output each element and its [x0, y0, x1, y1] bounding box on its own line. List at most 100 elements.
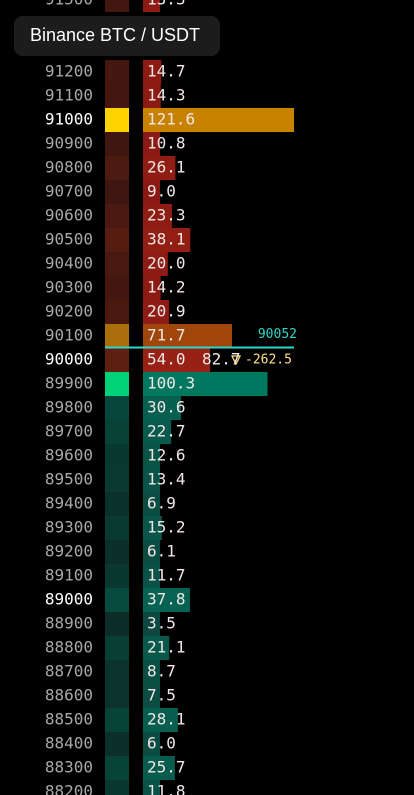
price-label: 89300: [45, 518, 93, 537]
ask-bar: [143, 276, 161, 300]
heat-cell: [105, 300, 129, 324]
heat-cell: [105, 612, 129, 636]
price-label: 91100: [45, 86, 93, 105]
size-label: 14.7: [147, 62, 186, 81]
heat-cell: [105, 324, 129, 348]
size-label: 25.7: [147, 758, 186, 777]
heat-cell: [105, 468, 129, 492]
bid-bar: [143, 756, 175, 780]
ask-bar: [143, 204, 172, 228]
price-label: 88500: [45, 710, 93, 729]
price-label: 90400: [45, 254, 93, 273]
size-label: 30.6: [147, 398, 186, 417]
ask-bar: [143, 60, 162, 84]
price-label: 90600: [45, 206, 93, 225]
heat-cell: [105, 204, 129, 228]
price-label: 88700: [45, 662, 93, 681]
bid-bar: [143, 660, 160, 684]
price-label: 89100: [45, 566, 93, 585]
price-label: 88300: [45, 758, 93, 777]
ask-bar: [143, 324, 233, 348]
ask-bar: [143, 132, 160, 156]
price-label: 90700: [45, 182, 93, 201]
bid-bar: [143, 612, 160, 636]
size-label: 38.1: [147, 230, 186, 249]
bid-bar: [143, 444, 160, 468]
size-label: 15.2: [147, 518, 186, 537]
price-label: 89800: [45, 398, 93, 417]
bid-bar: [143, 588, 190, 612]
size-label: 20.0: [147, 254, 186, 273]
price-label: 89600: [45, 446, 93, 465]
size-label: 23.3: [147, 206, 186, 225]
heat-cell: [105, 636, 129, 660]
size-label: 6.0: [147, 734, 176, 753]
size-label: 21.1: [147, 638, 186, 657]
heat-cell: [105, 660, 129, 684]
price-label: 89200: [45, 542, 93, 561]
ask-bar: [143, 84, 161, 108]
heat-cell: [105, 444, 129, 468]
bid-bar: [143, 396, 181, 420]
size-label: 14.3: [147, 86, 186, 105]
heat-cell: [105, 348, 129, 372]
size-label: 12.6: [147, 446, 186, 465]
price-label: 90200: [45, 302, 93, 321]
ask-bar: [143, 228, 191, 252]
price-label: 88400: [45, 734, 93, 753]
title-badge: Binance BTC / USDT: [14, 16, 220, 56]
ask-bar: [143, 156, 176, 180]
current-size: 82.7: [202, 350, 241, 369]
bid-bar: [143, 420, 172, 444]
bid-bar: [143, 540, 160, 564]
price-label: 90500: [45, 230, 93, 249]
price-label: 90300: [45, 278, 93, 297]
price-label: 89500: [45, 470, 93, 489]
ask-bar: [143, 348, 211, 372]
ask-bar: [143, 300, 169, 324]
bid-bar: [143, 636, 170, 660]
size-label: 8.7: [147, 662, 176, 681]
ask-bar: [143, 0, 160, 12]
size-label: 20.9: [147, 302, 186, 321]
heat-cell: [105, 540, 129, 564]
bid-bar: [143, 780, 160, 795]
heat-cell: [105, 84, 129, 108]
size-label: 37.8: [147, 590, 186, 609]
heat-cell: [105, 492, 129, 516]
size-label: 3.5: [147, 614, 176, 633]
price-label: 88200: [45, 782, 93, 795]
size-label: 54.0: [147, 350, 186, 369]
bid-bar: [143, 492, 160, 516]
badge-bg: [14, 16, 220, 56]
delta-label: -262.5: [245, 353, 292, 368]
price-label: 91200: [45, 62, 93, 81]
heat-cell: [105, 684, 129, 708]
heat-cell: [105, 708, 129, 732]
bid-bar: [143, 372, 268, 396]
last-price-label: 90052: [258, 327, 297, 342]
heat-cell: [105, 588, 129, 612]
size-label: 100.3: [147, 374, 195, 393]
size-label: 121.6: [147, 110, 195, 129]
bid-bar: [143, 468, 160, 492]
bid-bar: [143, 684, 160, 708]
size-label: 10.8: [147, 134, 186, 153]
heat-cell: [105, 132, 129, 156]
heat-cell: [105, 372, 129, 396]
size-label: 13.3: [147, 0, 186, 9]
heat-cell: [105, 420, 129, 444]
rows: 91500 13.3 91200 14.7 91100 14.3 91000 121.6 909…: [45, 0, 297, 795]
size-label: 22.7: [147, 422, 186, 441]
price-label: 90900: [45, 134, 93, 153]
heat-cell: [105, 732, 129, 756]
ask-bar: [143, 180, 160, 204]
size-label: 7.5: [147, 686, 176, 705]
heat-cell: [105, 756, 129, 780]
size-label: 11.8: [147, 782, 186, 795]
size-label: 9.0: [147, 182, 176, 201]
heat-cell: [105, 516, 129, 540]
heat-cell: [105, 780, 129, 795]
